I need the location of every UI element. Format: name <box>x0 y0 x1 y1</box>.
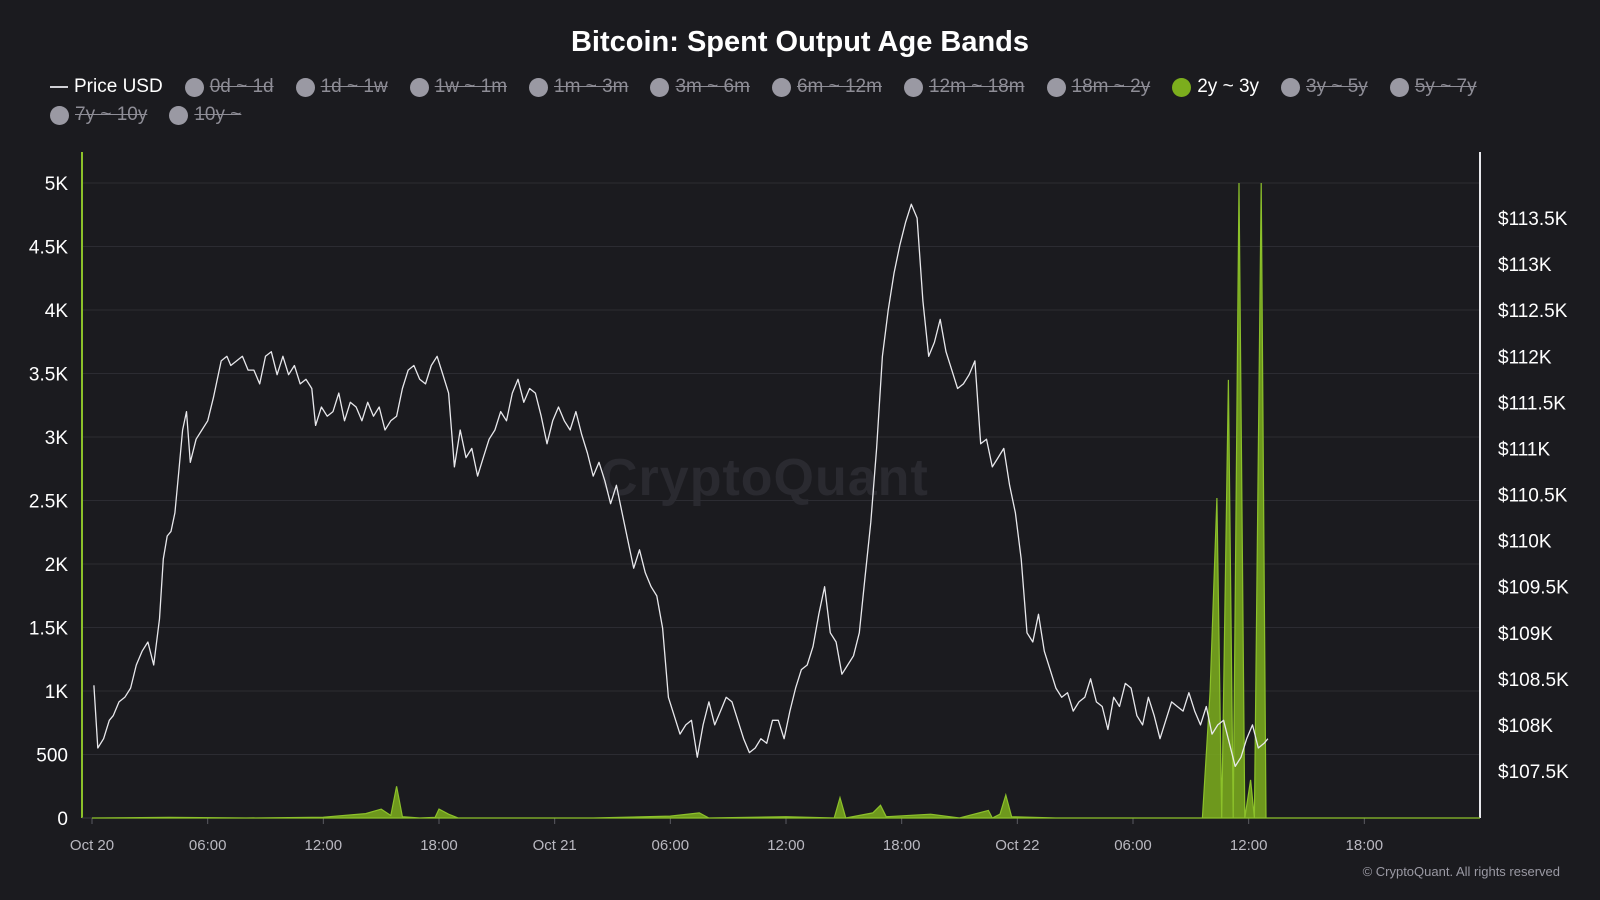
legend-label: 2y ~ 3y <box>1197 76 1260 97</box>
y-right-tick-label: $110.5K <box>1498 486 1568 507</box>
legend-item-6m-12m[interactable]: 6m ~ 12m <box>771 76 882 98</box>
legend-label: 1m ~ 3m <box>554 76 629 97</box>
legend-label: 18m ~ 2y <box>1071 76 1151 97</box>
legend-dot-icon <box>1389 77 1409 97</box>
y-left-tick-label: 500 <box>36 746 68 767</box>
x-tick-label: 18:00 <box>420 837 458 854</box>
y-right-tick-label: $107.5K <box>1498 762 1569 783</box>
legend-label: 12m ~ 18m <box>928 76 1025 97</box>
legend-item-10y[interactable]: 10y ~ <box>169 104 241 126</box>
legend-item-1w-1m[interactable]: 1w ~ 1m <box>409 76 508 98</box>
y-right-tick-label: $108.5K <box>1498 670 1569 691</box>
x-tick-label: 18:00 <box>883 837 921 854</box>
legend-item-price-usd[interactable]: Price USD <box>50 76 163 98</box>
legend-item-3y-5y[interactable]: 3y ~ 5y <box>1281 76 1368 98</box>
legend-dot-icon <box>1046 77 1066 97</box>
legend-item-5y-7y[interactable]: 5y ~ 7y <box>1389 76 1477 98</box>
chart-legend: Price USD 0d ~ 1d 1d ~ 1w 1w ~ 1m 1m ~ 3m 3m … <box>50 76 1570 126</box>
x-tick-label: 12:00 <box>767 837 805 854</box>
legend-item-2y-3y[interactable]: 2y ~ 3y <box>1172 76 1259 98</box>
x-tick-label: 12:00 <box>1230 837 1268 854</box>
y-left-tick-label: 4.5K <box>29 238 68 259</box>
y-left-tick-label: 4K <box>45 301 69 322</box>
legend-label: 5y ~ 7y <box>1414 76 1477 97</box>
y-left-tick-label: 2K <box>45 555 69 576</box>
legend-item-1d-1w[interactable]: 1d ~ 1w <box>295 76 388 98</box>
y-right-tick-label: $111.5K <box>1498 393 1566 414</box>
legend-item-0d-1d[interactable]: 0d ~ 1d <box>184 76 274 98</box>
y-left-tick-label: 1.5K <box>29 619 68 640</box>
x-tick-label: Oct 20 <box>70 837 114 854</box>
y-right-tick-label: $113K <box>1498 255 1552 276</box>
x-tick-label: 06:00 <box>652 837 690 854</box>
y-right-tick-label: $109.5K <box>1498 578 1569 599</box>
legend-dot-icon <box>50 105 69 125</box>
legend-dot-icon <box>529 77 549 97</box>
series-line-price-usd <box>93 203 1269 768</box>
legend-label: 10y ~ <box>194 104 242 125</box>
x-tick-label: Oct 21 <box>533 837 577 854</box>
copyright-notice: © CryptoQuant. All rights reserved <box>1362 864 1560 879</box>
legend-item-7y-10y[interactable]: 7y ~ 10y <box>50 104 147 126</box>
legend-dot-icon <box>1172 77 1192 97</box>
legend-label: 3m ~ 6m <box>675 76 750 97</box>
legend-dot-icon <box>184 77 204 97</box>
legend-label: 1d ~ 1w <box>320 76 388 97</box>
y-right-tick-label: $108K <box>1498 716 1553 737</box>
x-tick-label: 06:00 <box>1114 837 1152 854</box>
legend-dot-icon <box>650 77 670 97</box>
line-swatch-icon <box>50 86 68 88</box>
legend-item-18m-2y[interactable]: 18m ~ 2y <box>1046 76 1151 98</box>
legend-dot-icon <box>1281 77 1301 97</box>
legend-label: 1w ~ 1m <box>434 76 508 97</box>
x-tick-label: 18:00 <box>1346 837 1384 854</box>
legend-label: 0d ~ 1d <box>209 76 274 97</box>
legend-item-3m-6m[interactable]: 3m ~ 6m <box>650 76 750 98</box>
x-tick-label: Oct 22 <box>995 837 1039 854</box>
legend-dot-icon <box>295 77 315 97</box>
legend-label: 7y ~ 10y <box>75 104 148 125</box>
x-tick-label: 06:00 <box>189 837 227 854</box>
y-right-tick-label: $110K <box>1498 532 1552 553</box>
y-left-tick-label: 3K <box>45 428 69 449</box>
y-right-tick-label: $112K <box>1498 347 1552 368</box>
x-tick-label: 12:00 <box>305 837 343 854</box>
legend-dot-icon <box>903 77 923 97</box>
legend-dot-icon <box>409 77 429 97</box>
legend-label: Price USD <box>74 76 163 97</box>
y-right-tick-label: $111K <box>1498 439 1550 460</box>
chart-title: Bitcoin: Spent Output Age Bands <box>570 26 1030 58</box>
legend-item-1m-3m[interactable]: 1m ~ 3m <box>529 76 628 98</box>
legend-label: 6m ~ 12m <box>796 76 882 97</box>
y-left-tick-label: 3.5K <box>29 365 68 386</box>
legend-dot-icon <box>169 105 189 125</box>
y-left-tick-label: 0 <box>57 809 68 830</box>
y-left-tick-label: 2.5K <box>29 492 68 513</box>
y-right-tick-label: $112.5K <box>1498 301 1568 322</box>
y-left-tick-label: 1K <box>45 682 69 703</box>
series-area-2y-3y <box>91 182 1480 819</box>
legend-dot-icon <box>771 77 791 97</box>
legend-label: 3y ~ 5y <box>1306 76 1368 97</box>
y-right-tick-label: $113.5K <box>1498 209 1568 230</box>
y-right-tick-label: $109K <box>1498 624 1553 645</box>
y-left-tick-label: 5K <box>45 174 69 195</box>
legend-item-12m-18m[interactable]: 12m ~ 18m <box>903 76 1025 98</box>
